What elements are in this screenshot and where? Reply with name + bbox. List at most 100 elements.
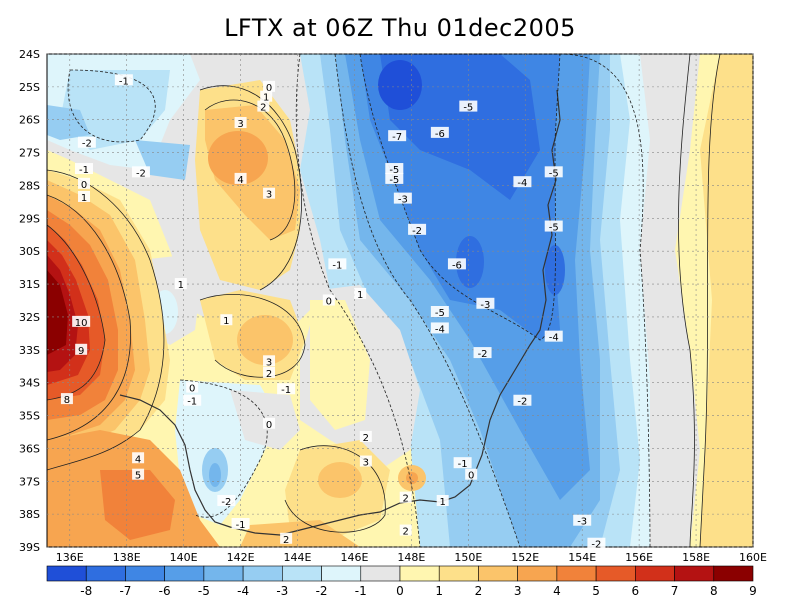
- contour-label: -4: [435, 324, 445, 335]
- lat-tick-label: 28S: [19, 179, 40, 192]
- contour-label: -1: [281, 385, 291, 396]
- colorbar-swatch: [595, 565, 636, 582]
- contour-label: 1: [263, 93, 269, 104]
- contour-label-bg: [447, 258, 466, 270]
- lon-tick-label: 148E: [397, 551, 425, 564]
- contour-label-bg: [408, 223, 427, 235]
- contour-label: -1: [187, 397, 197, 408]
- contour-label: -2: [82, 139, 92, 150]
- contour-label-bg: [75, 343, 88, 355]
- contour-label-bg: [114, 74, 133, 86]
- contour-label-bg: [465, 468, 478, 480]
- lon-tick-label: 152E: [511, 551, 539, 564]
- colorbar-label: 3: [514, 584, 522, 598]
- contour-label-bg: [385, 163, 404, 175]
- contour-label: 5: [135, 471, 141, 482]
- colorbar-label: -1: [355, 584, 367, 598]
- lat-tick-label: 29S: [19, 212, 40, 225]
- contour-label-bg: [263, 80, 276, 92]
- contour-label: -5: [435, 308, 445, 319]
- contour-label: -2: [136, 168, 146, 179]
- contour-label: -2: [517, 397, 527, 408]
- contour-label-bg: [544, 220, 563, 232]
- contour-label-bg: [75, 163, 94, 175]
- lat-tick-label: 27S: [19, 147, 40, 160]
- contour-label-bg: [453, 457, 472, 469]
- colorbar-swatch: [85, 565, 126, 582]
- contour-label: -5: [463, 103, 473, 114]
- lat-tick-label: 39S: [19, 541, 40, 554]
- colorbar-label: 2: [475, 584, 483, 598]
- lon-tick-label: 160E: [739, 551, 767, 564]
- lat-tick-label: 33S: [19, 344, 40, 357]
- contour-label: 0: [266, 83, 272, 94]
- contour-label: 2: [403, 494, 409, 505]
- contour-label: -5: [389, 165, 399, 176]
- contour-label: 0: [81, 180, 87, 191]
- contour-label: -3: [398, 195, 408, 206]
- colorbar-swatch: [556, 565, 597, 582]
- lat-tick-label: 31S: [19, 278, 40, 291]
- colorbar-swatch: [635, 565, 675, 582]
- contour-label: 2: [403, 527, 409, 538]
- contour-label: 0: [266, 420, 272, 431]
- contour-label-bg: [217, 494, 236, 506]
- contour-label: 3: [266, 357, 272, 368]
- contour-label: -1: [458, 459, 468, 470]
- colorbar-label: 5: [592, 584, 600, 598]
- contour-label-bg: [231, 517, 250, 529]
- contour-label: 3: [266, 190, 272, 201]
- contour-label: -5: [389, 175, 399, 186]
- colorbar-label: 9: [749, 584, 757, 598]
- colorbar-label: 6: [632, 584, 640, 598]
- contour-label: -4: [549, 333, 559, 344]
- colorbar-label: -6: [159, 584, 171, 598]
- contour-label: -5: [549, 223, 559, 234]
- contour-label-bg: [513, 394, 532, 406]
- contour-label-bg: [132, 452, 145, 464]
- contour-label: -2: [478, 349, 488, 360]
- contour-label-bg: [544, 166, 563, 178]
- lat-tick-label: 37S: [19, 475, 40, 488]
- colorbar-swatch: [360, 565, 401, 582]
- contour-label-bg: [260, 90, 273, 102]
- lon-tick-label: 146E: [340, 551, 368, 564]
- contour-label: -3: [480, 300, 490, 311]
- contour-label: 1: [440, 497, 446, 508]
- colorbar-label: -3: [276, 584, 288, 598]
- contour-label: 10: [75, 318, 88, 329]
- contour-label: 0: [326, 297, 332, 308]
- colorbar-label: -7: [119, 584, 131, 598]
- lat-tick-label: 38S: [19, 508, 40, 521]
- lon-tick-label: 154E: [568, 551, 596, 564]
- contour-label: 1: [178, 280, 184, 291]
- contour-label-bg: [476, 297, 495, 309]
- colorbar-swatch: [282, 565, 322, 582]
- contour-label-bg: [436, 494, 449, 506]
- contour-label: -6: [452, 260, 462, 271]
- longitude-tick-labels: 136E 138E 140E 142E 144E 146E 148E 150E 152E 154E…: [56, 551, 767, 564]
- contour-label: 4: [135, 454, 141, 465]
- contour-label-bg: [587, 537, 606, 549]
- lat-tick-label: 25S: [19, 81, 40, 94]
- contour-label-bg: [385, 172, 404, 184]
- lon-tick-label: 144E: [284, 551, 312, 564]
- colorbar-swatch: [438, 565, 479, 582]
- colorbar-swatch: [203, 565, 244, 582]
- lon-tick-label: 140E: [170, 551, 198, 564]
- contour-label-bg: [430, 322, 449, 334]
- contour-label-bg: [473, 347, 492, 359]
- lat-tick-label: 35S: [19, 410, 40, 423]
- colorbar-swatch: [164, 565, 205, 582]
- contour-label-bg: [220, 314, 233, 326]
- colorbar-swatch: [517, 565, 558, 582]
- colorbar-label: 7: [671, 584, 679, 598]
- colorbar-label: 1: [435, 584, 443, 598]
- contour-label-bg: [513, 176, 532, 188]
- contour-label: -6: [435, 129, 445, 140]
- lon-tick-label: 150E: [454, 551, 482, 564]
- lat-tick-label: 26S: [19, 114, 40, 127]
- lat-tick-label: 32S: [19, 311, 40, 324]
